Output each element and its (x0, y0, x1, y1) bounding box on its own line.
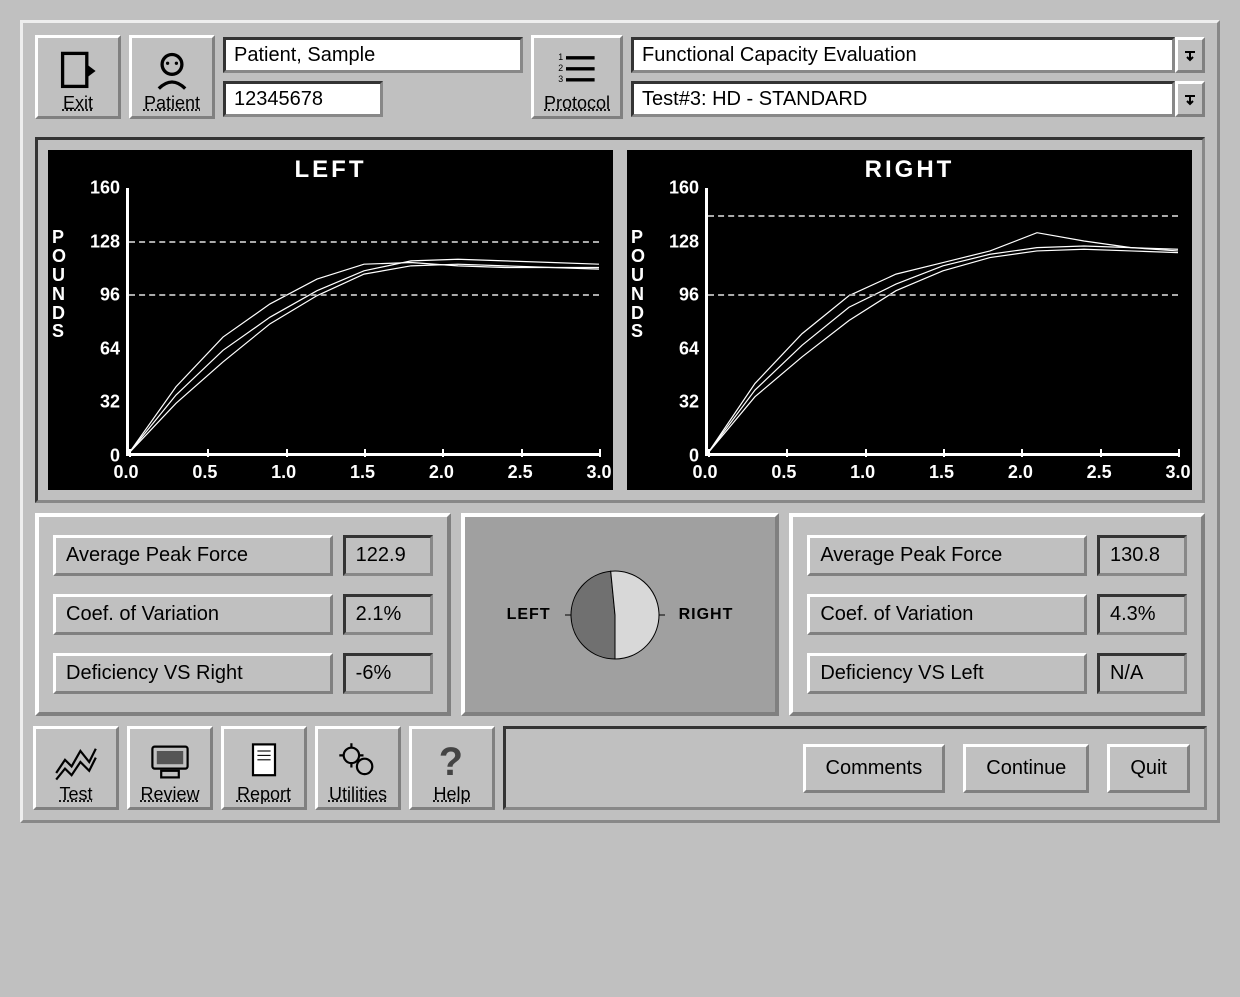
comments-button[interactable]: Comments (803, 744, 946, 793)
chart-right-plot (705, 188, 1178, 456)
stats-left: Average Peak Force122.9Coef. of Variatio… (35, 513, 451, 716)
patient-name-field[interactable]: Patient, Sample (223, 37, 523, 73)
report-button[interactable]: Report (221, 726, 307, 810)
protocol-title-dropdown[interactable]: Functional Capacity Evaluation (631, 37, 1205, 73)
pie-chart (565, 565, 665, 665)
chart-left-plot (126, 188, 599, 456)
chart-left-xticks: 0.00.51.01.52.02.53.0 (126, 462, 599, 486)
chart-left-ylabel: POUNDS (52, 228, 66, 341)
protocol-fields: Functional Capacity Evaluation Test#3: H… (631, 35, 1205, 119)
patient-button[interactable]: Patient (129, 35, 215, 119)
stat-row: Deficiency VS LeftN/A (807, 653, 1187, 694)
stat-label: Coef. of Variation (53, 594, 333, 635)
stat-row: Coef. of Variation2.1% (53, 594, 433, 635)
stat-row: Deficiency VS Right-6% (53, 653, 433, 694)
utilities-icon (336, 740, 380, 784)
test-name-dropdown[interactable]: Test#3: HD - STANDARD (631, 81, 1205, 117)
patient-label: Patient (144, 93, 200, 114)
protocol-title-drop-icon[interactable] (1175, 37, 1205, 73)
stats-panel: Average Peak Force122.9Coef. of Variatio… (35, 513, 1205, 716)
exit-button[interactable]: Exit (35, 35, 121, 119)
protocol-label: Protocol (544, 93, 610, 114)
chart-right-ylabel: POUNDS (631, 228, 645, 341)
chart-left-title: LEFT (48, 150, 613, 184)
svg-text:2: 2 (558, 63, 563, 73)
review-label: Review (140, 784, 199, 805)
review-button[interactable]: Review (127, 726, 213, 810)
chart-left-yticks: 0326496128160 (76, 188, 126, 456)
utilities-button[interactable]: Utilities (315, 726, 401, 810)
help-button[interactable]: ? Help (409, 726, 495, 810)
svg-text:3: 3 (558, 74, 563, 84)
report-label: Report (237, 784, 291, 805)
stat-row: Average Peak Force130.8 (807, 535, 1187, 576)
stat-value: 2.1% (343, 594, 433, 635)
review-icon (148, 740, 192, 784)
patient-id-field[interactable]: 12345678 (223, 81, 383, 117)
stat-value: 130.8 (1097, 535, 1187, 576)
patient-icon (150, 49, 194, 93)
chart-right: RIGHT POUNDS 0326496128160 0.00.51.01.52… (627, 150, 1192, 490)
test-label: Test (59, 784, 92, 805)
test-name-drop-icon[interactable] (1175, 81, 1205, 117)
test-button[interactable]: Test (33, 726, 119, 810)
svg-text:?: ? (439, 740, 463, 784)
stat-label: Average Peak Force (807, 535, 1087, 576)
top-toolbar: Exit Patient Patient, Sample 12345678 1 … (29, 29, 1211, 125)
help-icon: ? (430, 740, 474, 784)
svg-text:1: 1 (558, 52, 563, 62)
chart-panel: LEFT POUNDS 0326496128160 0.00.51.01.52.… (35, 137, 1205, 503)
protocol-icon: 1 2 3 (555, 49, 599, 93)
chart-right-title: RIGHT (627, 150, 1192, 184)
report-icon (242, 740, 286, 784)
protocol-title-field: Functional Capacity Evaluation (631, 37, 1175, 73)
pie-left-label: LEFT (507, 606, 551, 624)
app-window: Exit Patient Patient, Sample 12345678 1 … (20, 20, 1220, 823)
test-icon (54, 740, 98, 784)
stat-value: N/A (1097, 653, 1187, 694)
stats-right: Average Peak Force130.8Coef. of Variatio… (789, 513, 1205, 716)
patient-fields: Patient, Sample 12345678 (223, 35, 523, 119)
protocol-button[interactable]: 1 2 3 Protocol (531, 35, 623, 119)
stat-value: 122.9 (343, 535, 433, 576)
pie-right-label: RIGHT (679, 606, 734, 624)
chart-left: LEFT POUNDS 0326496128160 0.00.51.01.52.… (48, 150, 613, 490)
chart-right-xticks: 0.00.51.01.52.02.53.0 (705, 462, 1178, 486)
stat-row: Coef. of Variation4.3% (807, 594, 1187, 635)
action-bar: Comments Continue Quit (503, 726, 1207, 810)
help-label: Help (433, 784, 470, 805)
stat-value: -6% (343, 653, 433, 694)
utilities-label: Utilities (329, 784, 387, 805)
stat-label: Deficiency VS Right (53, 653, 333, 694)
pie-panel: LEFT RIGHT (461, 513, 780, 716)
stat-label: Coef. of Variation (807, 594, 1087, 635)
stat-label: Deficiency VS Left (807, 653, 1087, 694)
exit-label: Exit (63, 93, 93, 114)
stat-row: Average Peak Force122.9 (53, 535, 433, 576)
bottom-toolbar: Test Review Report Utilities ? Help (33, 726, 1207, 810)
continue-button[interactable]: Continue (963, 744, 1089, 793)
stat-label: Average Peak Force (53, 535, 333, 576)
exit-icon (56, 49, 100, 93)
quit-button[interactable]: Quit (1107, 744, 1190, 793)
chart-right-yticks: 0326496128160 (655, 188, 705, 456)
stat-value: 4.3% (1097, 594, 1187, 635)
test-name-field: Test#3: HD - STANDARD (631, 81, 1175, 117)
